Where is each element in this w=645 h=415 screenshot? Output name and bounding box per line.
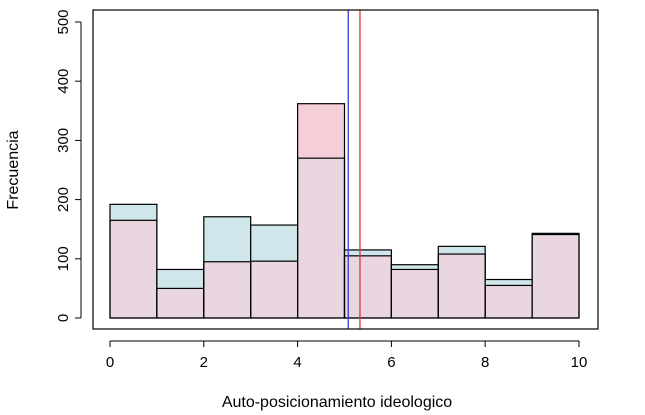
mean-lines-group	[347, 10, 361, 329]
bar-excess-3	[250, 225, 298, 262]
bar-overlap-6	[391, 269, 439, 318]
bar-overlap-7	[438, 254, 486, 318]
y-axis-title: Frecuencia	[5, 130, 22, 209]
bar-excess-4	[297, 103, 345, 159]
bar-series-2-4	[297, 103, 346, 319]
bar-overlap-0	[110, 220, 157, 318]
bar-overlap-3	[250, 261, 298, 318]
y-tick-label-0: 0	[55, 314, 72, 322]
y-tick-label-300: 300	[55, 128, 72, 153]
bar-excess-2	[203, 216, 251, 262]
plot-frame	[92, 9, 599, 330]
bars-group	[109, 103, 580, 319]
x-tick-label-8: 8	[481, 354, 489, 371]
y-tick-label-400: 400	[55, 69, 72, 94]
bar-series-2-9	[531, 233, 580, 319]
bar-excess-0	[110, 204, 157, 221]
x-tick-label-10: 10	[571, 354, 588, 371]
bar-excess-7	[438, 246, 486, 255]
y-tick-label-200: 200	[55, 187, 72, 212]
bar-overlap-1	[156, 288, 204, 318]
bar-excess-5	[344, 249, 392, 256]
bar-excess-6	[391, 264, 439, 270]
bar-overlap-2	[203, 261, 251, 318]
bar-excess-8	[485, 279, 533, 286]
bar-overlap-9	[532, 234, 579, 318]
x-tick-label-6: 6	[387, 354, 395, 371]
x-tick-label-4: 4	[293, 354, 301, 371]
y-tick-label-500: 500	[55, 9, 72, 34]
x-tick-label-0: 0	[106, 354, 114, 371]
x-axis-title: Auto-posicionamiento ideologico	[222, 394, 452, 411]
bar-overlap-8	[485, 285, 533, 318]
bar-overlap-4	[297, 158, 345, 318]
bar-overlap-5	[344, 255, 392, 318]
bar-excess-1	[156, 269, 204, 289]
x-tick-label-2: 2	[200, 354, 208, 371]
y-tick-label-100: 100	[55, 246, 72, 271]
